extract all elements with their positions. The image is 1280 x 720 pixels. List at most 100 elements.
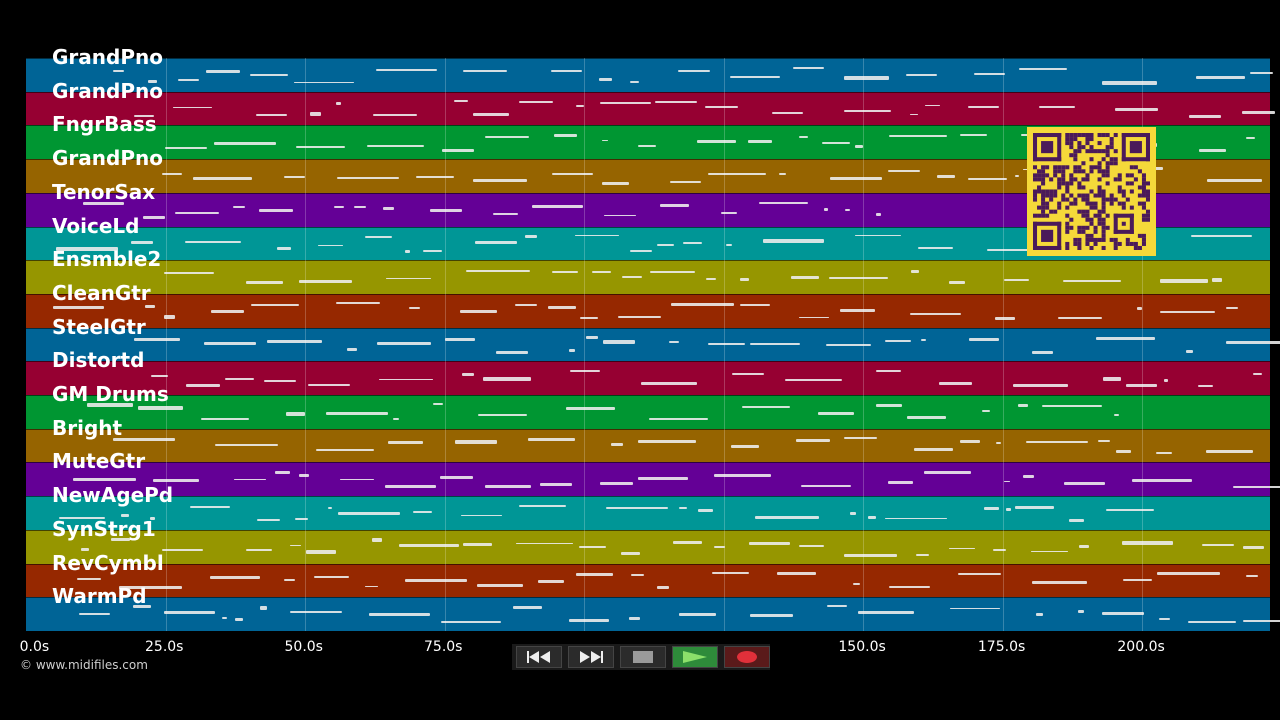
stop-icon (633, 651, 653, 663)
track-lane[interactable] (26, 428, 1270, 463)
track-lane[interactable] (26, 529, 1270, 564)
midi-note (337, 176, 399, 179)
midi-note (255, 113, 287, 117)
fast-forward-button[interactable] (568, 646, 614, 668)
midi-note (994, 316, 1016, 320)
qr-module (1057, 201, 1062, 206)
qr-module (1109, 201, 1114, 206)
qr-module (1081, 177, 1086, 182)
midi-note (213, 142, 277, 146)
midi-note (1225, 306, 1239, 310)
stop-button[interactable] (620, 646, 666, 668)
qr-module (1101, 133, 1106, 138)
track-lane[interactable] (26, 563, 1270, 598)
qr-module (1041, 141, 1054, 154)
midi-note (177, 78, 199, 82)
midi-note (1202, 543, 1235, 546)
midi-note (463, 70, 508, 73)
midi-note (906, 416, 946, 420)
midi-note (79, 613, 110, 616)
qr-module (1101, 209, 1106, 214)
track-lane[interactable] (26, 91, 1270, 126)
midi-note (283, 578, 295, 582)
qr-module (1077, 193, 1082, 198)
midi-note (750, 343, 801, 346)
qr-module (1057, 169, 1062, 174)
midi-note (326, 412, 388, 416)
midi-note (339, 478, 374, 481)
qr-module (1121, 189, 1126, 194)
midi-note (347, 348, 358, 352)
midi-note (1245, 574, 1259, 578)
qr-module (1061, 193, 1066, 198)
qr-module (1065, 229, 1070, 234)
track-lane[interactable] (26, 260, 1270, 295)
qr-module (1061, 181, 1066, 186)
track-lane[interactable] (26, 395, 1270, 430)
track-lane[interactable] (26, 58, 1270, 93)
qr-module (1065, 221, 1070, 226)
midi-note (650, 271, 696, 273)
midi-note (1003, 278, 1029, 282)
midi-note (829, 176, 883, 180)
qr-module (1105, 169, 1110, 174)
qr-module (1093, 213, 1098, 218)
qr-module (1053, 189, 1058, 194)
midi-note (1018, 68, 1068, 71)
midi-note (925, 104, 941, 107)
midi-note (1253, 372, 1262, 375)
transport-controls (512, 644, 770, 670)
midi-note (284, 176, 305, 179)
qr-module (1077, 149, 1082, 154)
qr-module (1121, 205, 1126, 210)
midi-note (656, 243, 675, 247)
midi-note (884, 517, 947, 520)
qr-module (1065, 165, 1070, 170)
track-lane[interactable] (26, 361, 1270, 396)
time-tick-label: 200.0s (1117, 639, 1165, 655)
midi-note (1030, 550, 1068, 553)
qr-module (1033, 133, 1038, 162)
midi-note (1003, 480, 1011, 483)
midi-note (1115, 450, 1132, 453)
qr-module (1121, 133, 1150, 138)
record-button[interactable] (724, 646, 770, 668)
midi-note (850, 511, 857, 515)
midi-note (713, 545, 725, 549)
midi-note (185, 383, 221, 388)
midi-note (1197, 384, 1214, 387)
rewind-button[interactable] (516, 646, 562, 668)
midi-note (958, 573, 1001, 575)
qr-module (1141, 173, 1146, 178)
play-button[interactable] (672, 646, 718, 668)
midi-note (412, 510, 432, 513)
track-label: MuteGtr (52, 449, 146, 474)
qr-module (1121, 201, 1126, 206)
midi-note (1041, 405, 1103, 408)
qr-module (1041, 169, 1046, 174)
midi-note (205, 69, 240, 73)
track-lane[interactable] (26, 496, 1270, 531)
midi-note (1121, 541, 1173, 545)
midi-note (148, 80, 158, 83)
midi-note (164, 271, 214, 274)
midi-note (987, 248, 1050, 251)
midi-note (1022, 474, 1035, 479)
midi-note (707, 343, 745, 346)
midi-note (537, 579, 565, 583)
qr-module (1077, 225, 1082, 230)
qr-module (1109, 141, 1114, 146)
track-lane[interactable] (26, 597, 1270, 632)
midi-note (440, 476, 474, 479)
qr-module (1085, 177, 1090, 182)
qr-module (1037, 173, 1042, 178)
qr-module (1065, 225, 1070, 230)
midi-note (828, 276, 888, 279)
midi-note (461, 373, 474, 377)
qr-module (1049, 189, 1054, 194)
midi-note (779, 172, 787, 175)
midi-note (1101, 81, 1158, 85)
midi-note (657, 586, 669, 590)
qr-module (1037, 169, 1042, 174)
qr-module (1141, 189, 1146, 194)
